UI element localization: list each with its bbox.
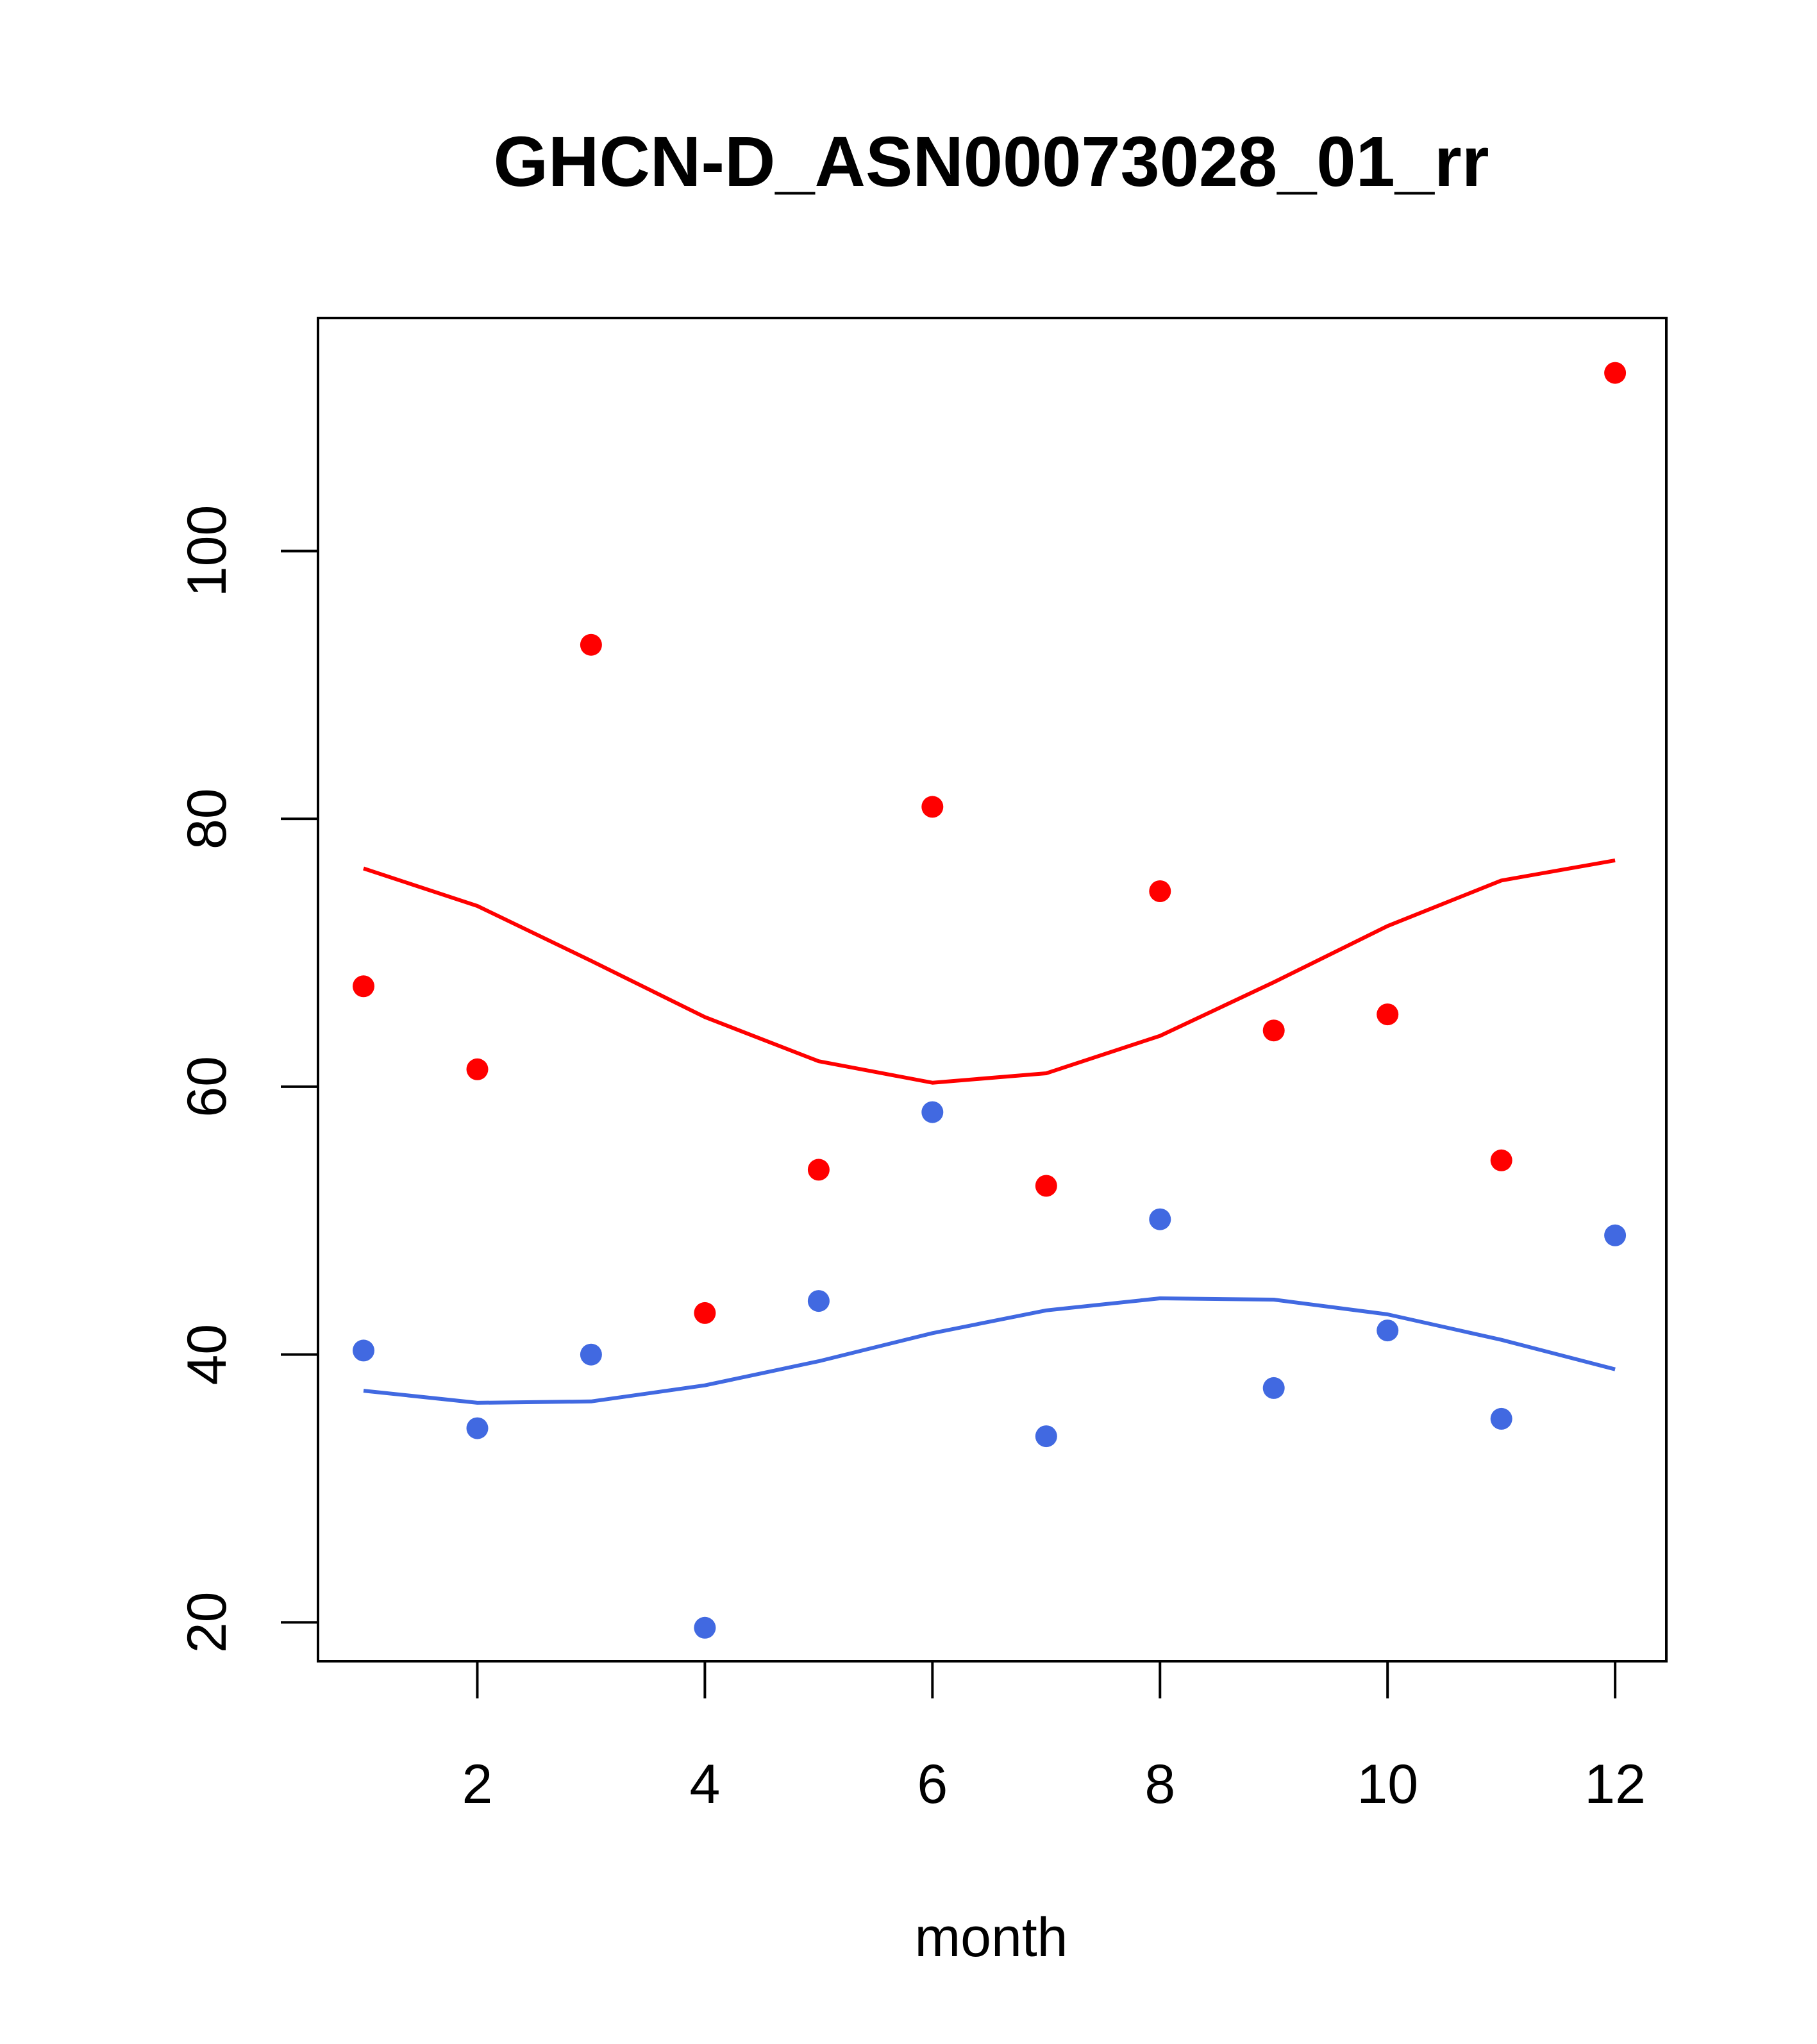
x-tick-label-4: 4 bbox=[689, 1754, 720, 1815]
series-3-point-7 bbox=[1035, 1425, 1057, 1448]
y-tick-label-60: 60 bbox=[176, 1056, 238, 1118]
y-tick-label-40: 40 bbox=[176, 1324, 238, 1386]
y-tick-label-20: 20 bbox=[176, 1592, 238, 1654]
x-tick-label-12: 12 bbox=[1584, 1754, 1646, 1815]
x-tick-label-10: 10 bbox=[1357, 1754, 1418, 1815]
series-1-point-1 bbox=[353, 975, 374, 998]
series-3-point-3 bbox=[580, 1343, 602, 1366]
x-axis-label: month bbox=[914, 1907, 1068, 1968]
series-3-point-10 bbox=[1377, 1319, 1399, 1342]
x-axis: 2 4 6 8 10 12 bbox=[462, 1660, 1646, 1815]
series-3-point-2 bbox=[466, 1417, 489, 1439]
x-tick-label-6: 6 bbox=[917, 1754, 948, 1815]
series-3-point-6 bbox=[921, 1101, 944, 1123]
series-1 bbox=[353, 362, 1627, 1324]
series-1-point-5 bbox=[807, 1159, 830, 1181]
series-3-point-4 bbox=[694, 1616, 716, 1639]
series-1-point-10 bbox=[1377, 1003, 1399, 1026]
series-1-point-6 bbox=[921, 796, 944, 818]
x-tick-label-2: 2 bbox=[462, 1754, 493, 1815]
series-1-point-8 bbox=[1149, 880, 1171, 902]
x-tick-label-8: 8 bbox=[1144, 1754, 1175, 1815]
series-2 bbox=[363, 858, 1616, 1085]
series-3-point-9 bbox=[1262, 1377, 1285, 1399]
series-3-point-1 bbox=[353, 1339, 374, 1362]
series-1-point-3 bbox=[580, 633, 602, 656]
series-3-point-11 bbox=[1490, 1407, 1512, 1430]
series-1-point-12 bbox=[1604, 362, 1627, 384]
series-1-point-2 bbox=[466, 1058, 489, 1080]
series-4 bbox=[363, 1296, 1616, 1405]
series-3 bbox=[353, 1101, 1627, 1639]
series-4-line bbox=[363, 1296, 1616, 1405]
series-layer bbox=[353, 362, 1627, 1639]
series-1-point-9 bbox=[1262, 1019, 1285, 1042]
y-tick-label-80: 80 bbox=[176, 788, 238, 850]
series-2-line bbox=[363, 858, 1616, 1085]
y-tick-label-100: 100 bbox=[176, 505, 238, 598]
series-3-point-5 bbox=[807, 1290, 830, 1312]
series-1-point-11 bbox=[1490, 1149, 1512, 1171]
series-1-point-7 bbox=[1035, 1175, 1057, 1197]
series-1-point-4 bbox=[694, 1302, 716, 1324]
y-axis: 20 40 60 80 100 bbox=[176, 505, 319, 1654]
series-3-point-8 bbox=[1149, 1208, 1171, 1230]
series-3-point-12 bbox=[1604, 1224, 1627, 1246]
chart-title: GHCN-D_ASN00073028_01_rr bbox=[493, 122, 1489, 201]
